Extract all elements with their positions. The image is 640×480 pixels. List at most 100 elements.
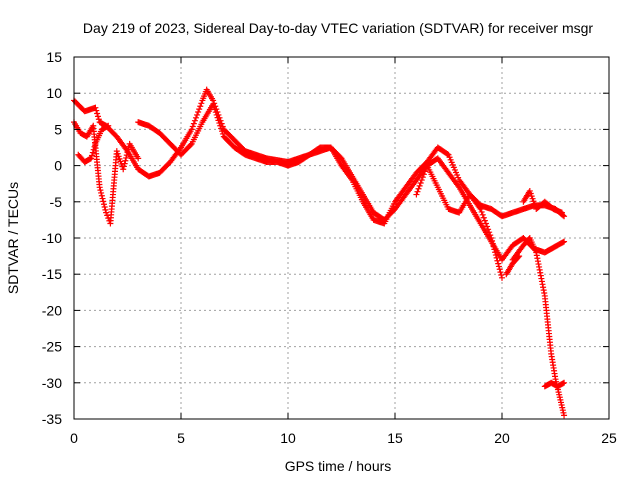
data-point xyxy=(120,166,127,173)
data-point xyxy=(492,252,499,259)
data-point xyxy=(88,155,95,162)
data-point xyxy=(215,117,222,124)
data-point xyxy=(444,151,451,158)
data-point xyxy=(122,157,129,164)
data-point xyxy=(492,249,499,256)
data-point xyxy=(187,141,194,148)
data-point xyxy=(418,177,425,184)
series-track-3 xyxy=(75,122,112,165)
data-point xyxy=(196,106,203,113)
data-point xyxy=(135,155,142,162)
data-point xyxy=(498,271,505,278)
chart-title: Day 219 of 2023, Sidereal Day-to-day VTE… xyxy=(83,20,593,36)
data-point xyxy=(495,263,502,270)
series-track-6 xyxy=(509,235,568,419)
x-tick-label: 25 xyxy=(601,430,617,446)
y-tick-label: -15 xyxy=(42,266,62,282)
data-point xyxy=(217,122,224,129)
data-point xyxy=(105,122,112,129)
y-tick-label: -30 xyxy=(42,375,62,391)
data-point xyxy=(561,238,568,245)
series-track-2 xyxy=(71,119,142,227)
series-track-8 xyxy=(520,187,565,216)
data-point xyxy=(189,123,196,130)
data-point xyxy=(216,120,223,127)
data-point xyxy=(480,214,487,221)
data-point xyxy=(100,198,107,205)
data-point xyxy=(489,237,496,244)
data-point xyxy=(558,209,565,216)
data-point xyxy=(93,107,100,114)
data-point xyxy=(214,114,221,121)
data-point xyxy=(487,232,494,239)
series-track-7 xyxy=(503,253,523,278)
x-tick-label: 15 xyxy=(387,430,403,446)
data-point xyxy=(491,246,498,253)
data-point xyxy=(416,182,423,189)
data-point xyxy=(484,223,491,230)
y-axis-label: SDTVAR / TECUs xyxy=(5,182,21,294)
data-point xyxy=(90,146,97,153)
data-point xyxy=(98,192,105,199)
series-track-5 xyxy=(413,162,505,281)
data-point xyxy=(494,257,501,264)
data-point xyxy=(486,229,493,236)
data-point xyxy=(481,217,488,224)
data-point xyxy=(120,163,127,170)
data-point xyxy=(210,101,217,108)
x-tick-label: 10 xyxy=(280,430,296,446)
y-tick-label: -25 xyxy=(42,339,62,355)
x-tick-label: 5 xyxy=(177,430,185,446)
data-point xyxy=(561,213,568,220)
data-point xyxy=(95,116,102,123)
data-point xyxy=(123,152,130,159)
data-point xyxy=(413,191,420,198)
data-point xyxy=(88,152,95,159)
ticks-layer: 0 5 10 15 20 25 15 10 5 0 -5 -10 -15 -20 -25 -30 -35 xyxy=(42,49,617,446)
data-point xyxy=(94,113,101,120)
data-point xyxy=(188,126,195,133)
data-points xyxy=(71,86,568,419)
data-point xyxy=(124,149,131,156)
data-point xyxy=(493,254,500,261)
data-point xyxy=(495,260,502,267)
data-point xyxy=(477,206,484,213)
data-point xyxy=(497,269,504,276)
data-point xyxy=(195,109,202,116)
y-tick-label: -35 xyxy=(42,411,62,427)
series-track-4 xyxy=(135,101,568,263)
y-tick-label: 0 xyxy=(54,158,62,174)
data-point xyxy=(198,100,205,107)
data-point xyxy=(559,212,566,219)
data-point xyxy=(516,253,523,260)
y-tick-label: -10 xyxy=(42,230,62,246)
data-point xyxy=(94,110,101,117)
data-point xyxy=(100,201,107,208)
series-track-9 xyxy=(541,379,568,390)
data-point xyxy=(417,179,424,186)
data-point xyxy=(478,208,485,215)
data-point xyxy=(485,226,492,233)
data-point xyxy=(197,103,204,110)
data-point xyxy=(515,254,522,261)
data-point xyxy=(210,103,217,110)
data-point xyxy=(190,120,197,127)
y-tick-label: 10 xyxy=(46,85,62,101)
data-point xyxy=(488,235,495,241)
data-point xyxy=(101,204,108,211)
data-point xyxy=(102,206,109,213)
data-point xyxy=(213,111,220,118)
data-point xyxy=(96,184,103,191)
data-point xyxy=(89,149,96,156)
data-point xyxy=(99,195,106,202)
data-point xyxy=(92,104,99,111)
data-point xyxy=(103,209,110,216)
data-point xyxy=(561,379,568,386)
data-point xyxy=(218,125,225,132)
data-point xyxy=(414,188,421,195)
data-point xyxy=(97,187,104,194)
y-tick-label: -20 xyxy=(42,302,62,318)
data-point xyxy=(482,220,489,227)
x-axis-label: GPS time / hours xyxy=(285,458,392,474)
